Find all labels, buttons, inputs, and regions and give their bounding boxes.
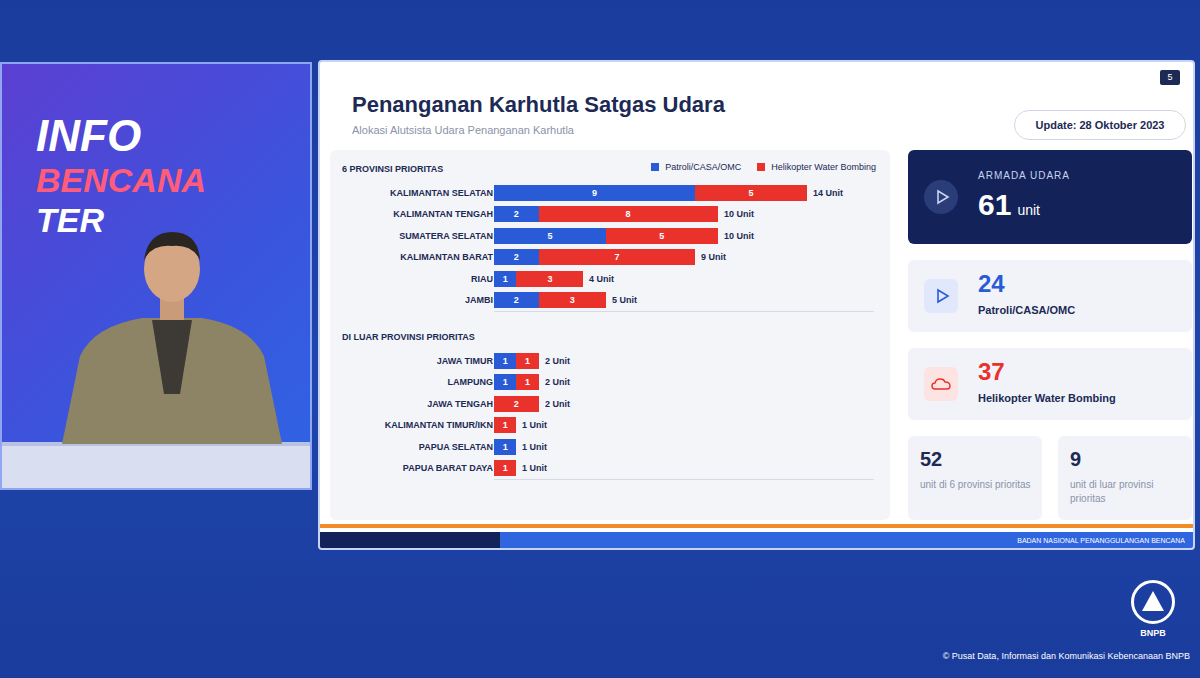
html-text:24: 24 <box>978 270 1005 297</box>
svg-text:PAPUA SELATAN: PAPUA SELATAN <box>419 442 493 452</box>
svg-text:5: 5 <box>547 231 552 241</box>
html-text:BADAN NASIONAL PENANGGULANGAN: BADAN NASIONAL PENANGGULANGAN BENCANA <box>1017 537 1185 544</box>
svg-text:1: 1 <box>525 377 530 387</box>
svg-text:1: 1 <box>503 356 508 366</box>
svg-text:1: 1 <box>503 442 508 452</box>
svg-text:SUMATERA SELATAN: SUMATERA SELATAN <box>399 231 493 241</box>
svg-text:KALIMANTAN SELATAN: KALIMANTAN SELATAN <box>390 188 493 198</box>
html-text:Alokasi Alutsista Udara Penang: Alokasi Alutsista Udara Penanganan Karhu… <box>352 124 574 136</box>
svg-text:1 Unit: 1 Unit <box>522 463 547 473</box>
svg-text:2: 2 <box>514 209 519 219</box>
html-text:Update: 28 Oktober 2023: Update: 28 Oktober 2023 <box>1035 119 1165 131</box>
html-text:61: 61 <box>978 188 1012 221</box>
svg-text:3: 3 <box>547 274 552 284</box>
html-text:Penanganan Karhutla Satgas Uda: Penanganan Karhutla Satgas Udara <box>352 92 725 117</box>
html-text:© Pusat Data, Informasi dan Ko: © Pusat Data, Informasi dan Komunikasi K… <box>942 651 1190 661</box>
svg-text:RIAU: RIAU <box>471 274 493 284</box>
svg-text:JAMBI: JAMBI <box>465 295 493 305</box>
svg-text:2 Unit: 2 Unit <box>545 356 570 366</box>
svg-text:PAPUA BARAT DAYA: PAPUA BARAT DAYA <box>403 463 494 473</box>
svg-text:1: 1 <box>503 420 508 430</box>
svg-text:3: 3 <box>570 295 575 305</box>
svg-text:JAWA TIMUR: JAWA TIMUR <box>437 356 494 366</box>
html-text:ARMADA UDARA: ARMADA UDARA <box>978 170 1070 181</box>
svg-text:1 Unit: 1 Unit <box>522 420 547 430</box>
html-text:BENCANA: BENCANA <box>36 161 206 199</box>
html-text:52: 52 <box>920 448 943 470</box>
svg-text:5: 5 <box>749 188 754 198</box>
html-text:TER: TER <box>36 201 104 239</box>
svg-text:10 Unit: 10 Unit <box>724 209 754 219</box>
html-text:unit di luar provinsi priorita: unit di luar provinsi prioritas <box>1070 479 1154 504</box>
svg-text:5 Unit: 5 Unit <box>612 295 637 305</box>
svg-text:1: 1 <box>503 274 508 284</box>
html-text:unit di 6 provinsi prioritas: unit di 6 provinsi prioritas <box>920 479 1031 490</box>
svg-text:7: 7 <box>614 252 619 262</box>
svg-text:2: 2 <box>514 399 519 409</box>
html-text:Helikopter Water Bombing: Helikopter Water Bombing <box>771 162 876 172</box>
svg-text:9: 9 <box>592 188 597 198</box>
svg-text:9 Unit: 9 Unit <box>701 252 726 262</box>
svg-text:2: 2 <box>514 252 519 262</box>
svg-text:8: 8 <box>626 209 631 219</box>
html-text:Helikopter Water Bombing: Helikopter Water Bombing <box>978 392 1116 404</box>
svg-text:1 Unit: 1 Unit <box>522 442 547 452</box>
svg-text:KALIMANTAN TENGAH: KALIMANTAN TENGAH <box>393 209 493 219</box>
svg-text:JAWA TENGAH: JAWA TENGAH <box>427 399 493 409</box>
html-text:Patroli/CASA/OMC: Patroli/CASA/OMC <box>978 304 1076 316</box>
svg-text:1: 1 <box>525 356 530 366</box>
svg-text:2: 2 <box>514 295 519 305</box>
svg-text:1: 1 <box>503 377 508 387</box>
svg-text:14 Unit: 14 Unit <box>813 188 843 198</box>
svg-text:4 Unit: 4 Unit <box>589 274 614 284</box>
html-text:6 PROVINSI PRIORITAS: 6 PROVINSI PRIORITAS <box>342 164 444 174</box>
html-text:INFO: INFO <box>36 111 142 160</box>
html-text:9: 9 <box>1070 448 1082 470</box>
html-text:Patroli/CASA/OMC: Patroli/CASA/OMC <box>665 162 742 172</box>
svg-text:KALIMANTAN TIMUR/IKN: KALIMANTAN TIMUR/IKN <box>385 420 493 430</box>
svg-text:KALIMANTAN BARAT: KALIMANTAN BARAT <box>400 252 493 262</box>
html-text:37: 37 <box>978 358 1005 385</box>
html-text:DI LUAR PROVINSI PRIORITAS: DI LUAR PROVINSI PRIORITAS <box>342 332 475 342</box>
html-text:BNPB: BNPB <box>1140 628 1166 638</box>
html-text:unit: unit <box>1017 202 1040 218</box>
svg-text:2 Unit: 2 Unit <box>545 399 570 409</box>
svg-text:1: 1 <box>503 463 508 473</box>
svg-text:5: 5 <box>659 231 664 241</box>
html-text:5: 5 <box>1167 72 1173 82</box>
svg-text:2 Unit: 2 Unit <box>545 377 570 387</box>
svg-text:10 Unit: 10 Unit <box>724 231 754 241</box>
svg-text:LAMPUNG: LAMPUNG <box>448 377 494 387</box>
